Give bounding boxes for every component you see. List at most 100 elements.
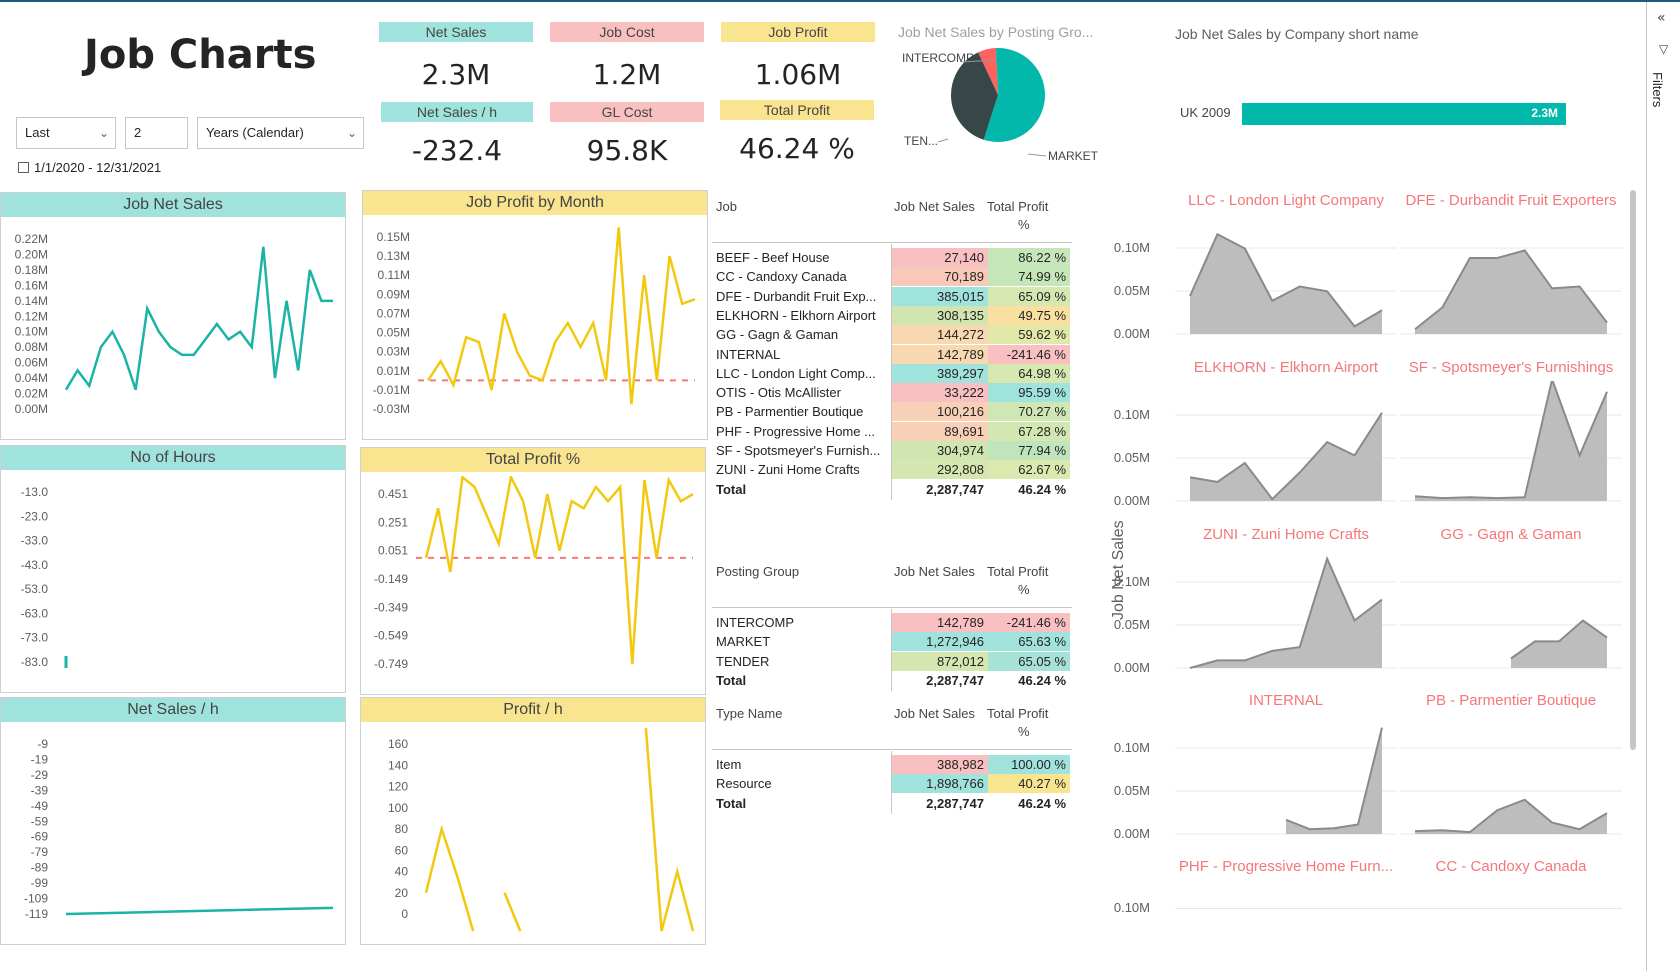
period-count-input[interactable]: 2 [125, 117, 188, 149]
kpi-value: 1.06M [754, 58, 842, 91]
area-fill [1511, 620, 1607, 668]
table-row[interactable]: GG - Gagn & Gaman 144,272 59.62 % [712, 325, 1072, 345]
profit-pct-cell: 59.62 % [988, 325, 1070, 345]
posting-group-pie-chart[interactable]: INTERCOMP TEN... MARKET [898, 42, 1113, 172]
small-multiple-area[interactable] [1175, 381, 1397, 511]
sales-cell: 292,808 [892, 460, 988, 480]
collapse-icon[interactable]: « [1657, 10, 1666, 26]
series-line[interactable] [64, 246, 333, 391]
table-row[interactable]: OTIS - Otis McAllister 33,222 95.59 % [712, 383, 1072, 403]
col-header[interactable]: Job [716, 199, 737, 214]
col-header[interactable]: Job Net Sales [894, 199, 975, 214]
y-tick-label: -53.0 [21, 582, 49, 596]
small-multiple-title: DFE - Durbandit Fruit Exporters [1405, 192, 1617, 209]
series-line[interactable] [644, 727, 695, 932]
company-bar[interactable]: 2.3M [1242, 103, 1566, 125]
pie-slice-market[interactable] [951, 42, 1061, 151]
table-row[interactable]: DFE - Durbandit Fruit Exp... 385,015 65.09… [712, 286, 1072, 306]
y-tick-label: 0.20M [15, 247, 48, 261]
small-multiple-area[interactable] [1400, 214, 1622, 344]
table-row[interactable]: SF - Spotsmeyer's Furnish... 304,974 77.94… [712, 441, 1072, 460]
table-row[interactable]: Item 388,982 100.00 % [712, 755, 1072, 774]
sales-cell: 1,898,766 [892, 774, 988, 794]
series-line[interactable] [424, 824, 475, 932]
pie-label-tender: TEN... [904, 134, 938, 148]
kpi-value: 95.8K [586, 134, 668, 167]
table-row[interactable]: INTERCOMP 142,789 -241.46 % [712, 613, 1072, 632]
col-header[interactable]: Total Profit [987, 199, 1049, 214]
small-multiples-scrollbar[interactable] [1630, 190, 1636, 750]
column-divider [891, 244, 892, 500]
panel-hours[interactable]: No of Hours -13.0 -23.0 -33.0 -43.0 -53.0 -63.… [0, 445, 346, 693]
table-row[interactable]: INTERNAL 142,789 -241.46 % [712, 344, 1072, 364]
col-header[interactable]: Posting Group [716, 564, 800, 579]
kpi-label: Net Sales [379, 22, 533, 42]
panel-title: Job Profit by Month [363, 191, 707, 215]
panel-job-net-sales[interactable]: Job Net Sales 0.22M 0.20M 0.18M 0.16M 0.14M 0.… [0, 192, 346, 440]
col-header[interactable]: Type Name [716, 706, 783, 721]
panel-job-profit-month[interactable]: Job Profit by Month 0.15M 0.13M 0.11M 0.09M 0… [362, 190, 708, 440]
profit-pct-cell: 65.09 % [988, 286, 1070, 306]
y-tick-label: 80 [395, 822, 409, 836]
y-tick-label: -19 [31, 752, 49, 766]
col-header[interactable]: Total Profit [987, 564, 1049, 579]
kpi-label: Net Sales / h [381, 102, 533, 122]
panel-profit-h[interactable]: Profit / h 160 140 120 100 80 60 40 20 0 [360, 697, 706, 945]
sales-cell: 308,135 [892, 305, 988, 325]
panel-net-sales-h[interactable]: Net Sales / h -9 -19 -29 -39 -49 -59 -69 -79 -89-… [0, 697, 346, 945]
table-row[interactable]: LLC - London Light Comp... 389,297 64.98 % [712, 363, 1072, 383]
y-tick-label: -29 [31, 768, 49, 782]
series-line[interactable] [65, 906, 334, 916]
table-row[interactable]: PB - Parmentier Boutique 100,216 70.27 % [712, 402, 1072, 422]
sales-cell: 385,015 [892, 286, 988, 306]
table-row[interactable]: PHF - Progressive Home ... 89,691 67.28 % [712, 421, 1072, 441]
y-tick-label: 0.13M [377, 249, 410, 263]
y-tick-label: 0.01M [377, 364, 410, 378]
y-tick-label: -43.0 [21, 558, 49, 572]
small-multiple-area[interactable] [1175, 714, 1397, 844]
small-multiple-area[interactable] [1400, 548, 1622, 678]
y-tick-label: 0.00M [15, 402, 48, 416]
total-pct: 46.24 % [1018, 795, 1066, 811]
small-multiple-area[interactable] [1175, 214, 1397, 344]
sales-cell: 70,189 [892, 267, 988, 287]
row-label: ZUNI - Zuni Home Crafts [716, 462, 860, 478]
small-multiple-area[interactable] [1400, 381, 1622, 511]
pie-leader-intercomp [961, 59, 997, 63]
table-row[interactable]: ZUNI - Zuni Home Crafts 292,808 62.67 % [712, 460, 1072, 480]
relative-period-dropdown[interactable]: Last ⌄ [16, 117, 116, 149]
col-header[interactable]: Total Profit [987, 706, 1049, 721]
col-header[interactable]: Job Net Sales [894, 564, 975, 579]
small-multiples-ylabel: Job Net Sales [1110, 520, 1127, 620]
small-multiple-title: CC - Candoxy Canada [1435, 858, 1587, 875]
small-multiple-area[interactable] [1175, 548, 1397, 678]
filters-pane-label[interactable]: Filters [1650, 72, 1665, 108]
table-row[interactable]: CC - Candoxy Canada 70,189 74.99 % [712, 267, 1072, 287]
col-header: % [1018, 582, 1030, 597]
series-line[interactable] [424, 476, 694, 665]
table-row[interactable]: BEEF - Beef House 27,140 86.22 % [712, 248, 1072, 267]
kpi-value: 46.24 % [739, 132, 855, 165]
row-label: INTERCOMP [716, 615, 794, 630]
series-line[interactable] [426, 227, 696, 405]
col-header[interactable]: Job Net Sales [894, 706, 975, 721]
period-unit-dropdown[interactable]: Years (Calendar) ⌄ [197, 117, 364, 149]
table-row[interactable]: ELKHORN - Elkhorn Airport 308,135 49.75 % [712, 305, 1072, 325]
pie-slice-tender[interactable] [936, 52, 1013, 146]
small-multiple-title: ZUNI - Zuni Home Crafts [1203, 526, 1369, 543]
row-label: GG - Gagn & Gaman [716, 327, 839, 343]
panel-total-profit-pct[interactable]: Total Profit % 0.451 0.251 0.051 -0.149 -0.34… [360, 447, 706, 695]
series-line[interactable] [503, 892, 522, 932]
small-multiple-area[interactable] [1400, 714, 1622, 844]
table-row[interactable]: Resource 1,898,766 40.27 % [712, 774, 1072, 794]
table-row[interactable]: TENDER 872,012 65.05 % [712, 651, 1072, 671]
y-tick-label: 0.10M [1113, 574, 1150, 589]
company-bar-title: Job Net Sales by Company short name [1175, 26, 1419, 42]
pie-leader-market [1027, 153, 1047, 157]
filters-pane[interactable]: « ▽ [1646, 2, 1680, 971]
area-fill [1190, 234, 1382, 334]
row-label: ELKHORN - Elkhorn Airport [716, 307, 876, 323]
y-tick-label: 0.05M [377, 326, 410, 340]
total-sales: 2,287,747 [926, 481, 984, 497]
table-row[interactable]: MARKET 1,272,946 65.63 % [712, 632, 1072, 652]
